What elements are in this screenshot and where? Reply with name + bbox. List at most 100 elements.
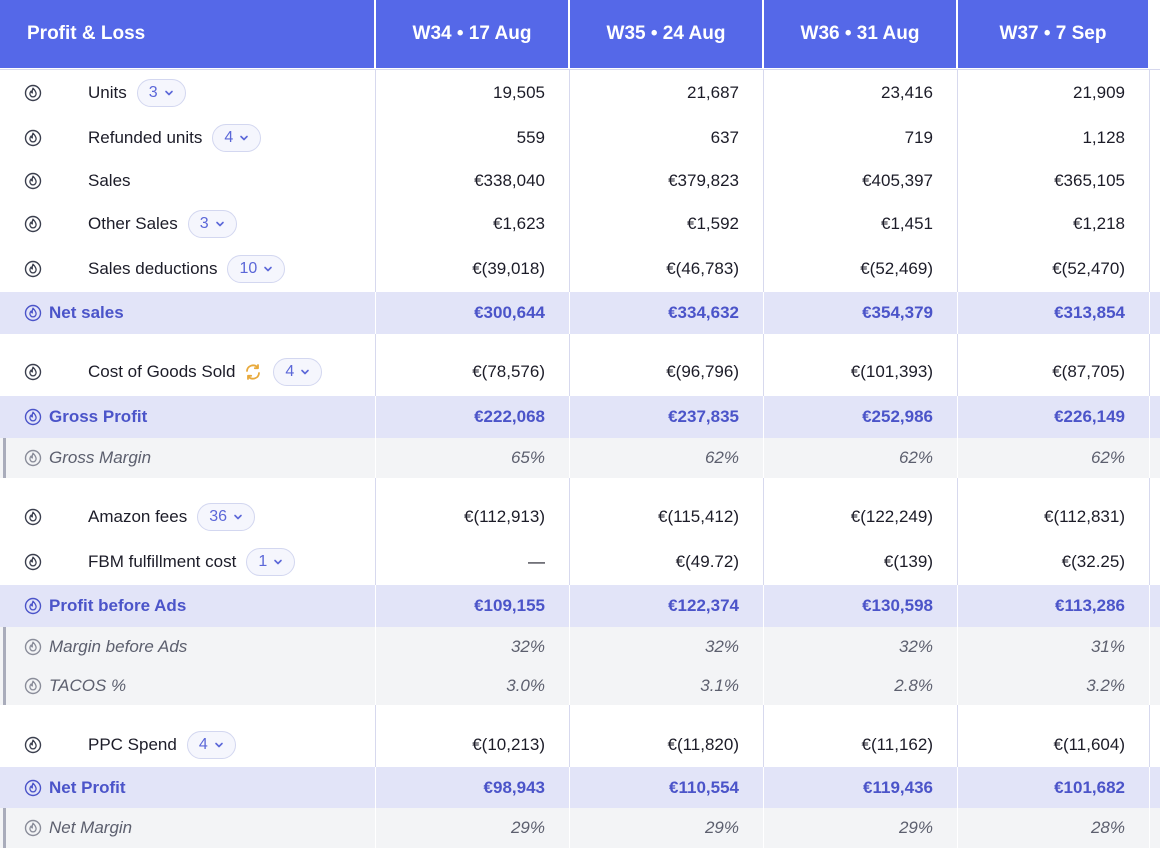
value-cell[interactable]: €(32.25) [958, 539, 1150, 585]
value-cell[interactable]: 29% [764, 808, 958, 848]
value-cell[interactable]: €(78,576) [376, 348, 570, 396]
value-cell[interactable]: €379,823 [570, 160, 764, 202]
breakdown-dropdown[interactable]: 4 [273, 358, 323, 386]
breakdown-dropdown[interactable]: 4 [212, 124, 262, 152]
value-cell[interactable]: €109,155 [376, 585, 570, 627]
value-cell[interactable]: 29% [570, 808, 764, 848]
value-cell[interactable]: €334,632 [570, 292, 764, 334]
header-week-34[interactable]: W34 • 17 Aug [376, 0, 570, 68]
flame-icon[interactable] [24, 172, 42, 190]
breakdown-dropdown[interactable]: 3 [187, 209, 237, 238]
value-cell[interactable]: €365,105 [958, 160, 1150, 202]
value-cell[interactable]: €130,598 [764, 585, 958, 627]
value-cell[interactable]: €122,374 [570, 585, 764, 627]
value-cell[interactable]: €(46,783) [570, 245, 764, 292]
flame-icon[interactable] [24, 677, 42, 695]
value-cell[interactable]: €(39,018) [376, 245, 570, 292]
value-cell[interactable]: 21,687 [570, 70, 764, 116]
value-cell[interactable]: 29% [376, 808, 570, 848]
value-cell[interactable]: €252,986 [764, 396, 958, 438]
value-cell[interactable]: €(49.72) [570, 539, 764, 585]
value-cell[interactable]: €(112,831) [958, 494, 1150, 539]
value-cell[interactable]: €101,682 [958, 767, 1150, 808]
value-cell[interactable]: €110,554 [570, 767, 764, 808]
value-cell[interactable]: 23,416 [764, 70, 958, 116]
value-cell[interactable]: €226,149 [958, 396, 1150, 438]
value-cell[interactable]: €(122,249) [764, 494, 958, 539]
sync-icon[interactable] [243, 362, 263, 382]
flame-icon[interactable] [24, 129, 42, 147]
breakdown-dropdown[interactable]: 1 [246, 548, 296, 576]
value-cell[interactable]: 19,505 [376, 70, 570, 116]
value-cell[interactable]: €338,040 [376, 160, 570, 202]
header-week-36[interactable]: W36 • 31 Aug [764, 0, 958, 68]
value-cell[interactable]: 62% [958, 438, 1150, 478]
flame-icon[interactable] [24, 363, 42, 381]
flame-icon[interactable] [24, 84, 42, 102]
flame-icon[interactable] [24, 304, 42, 322]
value-cell[interactable]: €300,644 [376, 292, 570, 334]
value-cell[interactable]: €(96,796) [570, 348, 764, 396]
value-cell[interactable]: €1,218 [958, 202, 1150, 245]
flame-icon[interactable] [24, 779, 42, 797]
header-week-35[interactable]: W35 • 24 Aug [570, 0, 764, 68]
header-week-37[interactable]: W37 • 7 Sep [958, 0, 1150, 68]
flame-icon[interactable] [24, 736, 42, 754]
breakdown-dropdown[interactable]: 3 [136, 79, 186, 107]
value-cell[interactable]: €(10,213) [376, 723, 570, 767]
flame-icon[interactable] [24, 597, 42, 615]
value-cell[interactable]: €98,943 [376, 767, 570, 808]
value-cell[interactable]: €113,286 [958, 585, 1150, 627]
value-cell[interactable]: €237,835 [570, 396, 764, 438]
value-cell[interactable]: €1,451 [764, 202, 958, 245]
value-cell[interactable]: €354,379 [764, 292, 958, 334]
value-cell[interactable]: 32% [570, 627, 764, 667]
value-cell[interactable]: €(11,820) [570, 723, 764, 767]
flame-icon[interactable] [24, 215, 42, 233]
value-cell[interactable]: 31% [958, 627, 1150, 667]
value-cell[interactable]: 28% [958, 808, 1150, 848]
value-cell[interactable]: 637 [570, 116, 764, 160]
value-cell[interactable]: €405,397 [764, 160, 958, 202]
value-cell[interactable]: 2.8% [764, 667, 958, 705]
value-cell[interactable]: €(139) [764, 539, 958, 585]
chevron-down-icon [300, 367, 310, 377]
value-cell[interactable]: 32% [376, 627, 570, 667]
flame-icon[interactable] [24, 638, 42, 656]
value-cell[interactable]: €(52,470) [958, 245, 1150, 292]
value-cell[interactable]: €222,068 [376, 396, 570, 438]
value-cell[interactable]: 3.1% [570, 667, 764, 705]
value-cell[interactable]: €(11,162) [764, 723, 958, 767]
breakdown-dropdown[interactable]: 10 [227, 254, 286, 283]
flame-icon[interactable] [24, 260, 42, 278]
value-cell[interactable]: €(115,412) [570, 494, 764, 539]
value-cell[interactable]: 3.2% [958, 667, 1150, 705]
breakdown-dropdown[interactable]: 4 [186, 731, 236, 759]
value-cell[interactable]: 21,909 [958, 70, 1150, 116]
value-cell[interactable]: €1,623 [376, 202, 570, 245]
value-cell[interactable]: — [376, 539, 570, 585]
value-cell[interactable]: 3.0% [376, 667, 570, 705]
value-cell[interactable]: 32% [764, 627, 958, 667]
value-cell[interactable]: 1,128 [958, 116, 1150, 160]
value-cell[interactable]: 65% [376, 438, 570, 478]
value-cell[interactable]: €119,436 [764, 767, 958, 808]
flame-icon[interactable] [24, 508, 42, 526]
row-label: Net Profit [49, 777, 126, 797]
flame-icon[interactable] [24, 449, 42, 467]
value-cell[interactable]: 62% [570, 438, 764, 478]
flame-icon[interactable] [24, 408, 42, 426]
value-cell[interactable]: €(52,469) [764, 245, 958, 292]
value-cell[interactable]: €313,854 [958, 292, 1150, 334]
flame-icon[interactable] [24, 553, 42, 571]
value-cell[interactable]: €1,592 [570, 202, 764, 245]
value-cell[interactable]: €(112,913) [376, 494, 570, 539]
breakdown-dropdown[interactable]: 36 [197, 502, 256, 531]
value-cell[interactable]: 559 [376, 116, 570, 160]
value-cell[interactable]: €(11,604) [958, 723, 1150, 767]
value-cell[interactable]: €(87,705) [958, 348, 1150, 396]
value-cell[interactable]: €(101,393) [764, 348, 958, 396]
value-cell[interactable]: 719 [764, 116, 958, 160]
value-cell[interactable]: 62% [764, 438, 958, 478]
flame-icon[interactable] [24, 819, 42, 837]
